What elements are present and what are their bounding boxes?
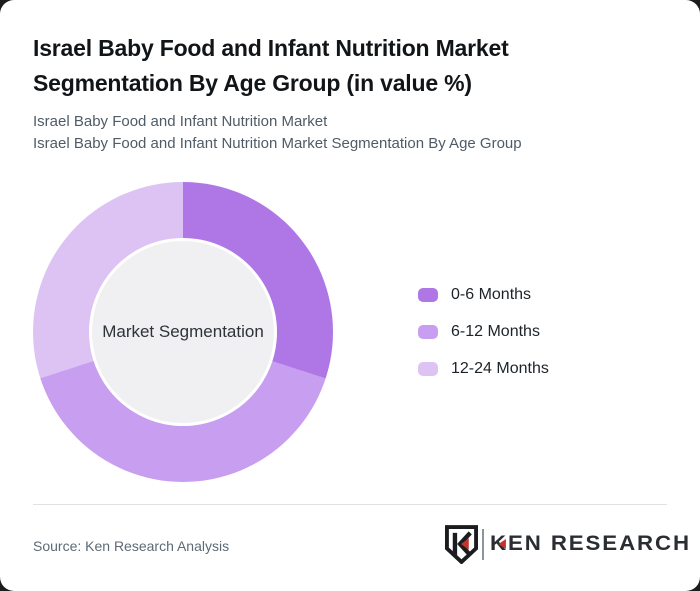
legend-item-6-12-months: 6-12 Months xyxy=(418,323,549,341)
chart-subtitle: Israel Baby Food and Infant Nutrition Ma… xyxy=(33,111,663,155)
source-text: Source: Ken Research Analysis xyxy=(33,538,230,554)
ken-research-logo: KEN RESEARCH xyxy=(445,523,689,565)
page-title: Israel Baby Food and Infant Nutrition Ma… xyxy=(33,31,663,101)
brand-wordmark: KEN RESEARCH xyxy=(490,532,691,556)
logo-divider xyxy=(482,528,484,560)
page-title-line-1: Israel Baby Food and Infant Nutrition Ma… xyxy=(33,35,509,61)
legend-item-12-24-months: 12-24 Months xyxy=(418,360,549,378)
donut-chart: Market Segmentation xyxy=(33,182,333,482)
legend-swatch-icon xyxy=(418,362,438,376)
legend-label: 12-24 Months xyxy=(451,360,549,377)
donut-center-label: Market Segmentation xyxy=(92,241,274,423)
page-title-line-2: Segmentation By Age Group (in value %) xyxy=(33,70,472,96)
footer-divider xyxy=(33,504,667,505)
legend-swatch-icon xyxy=(418,288,438,302)
chart-subtitle-line-2: Israel Baby Food and Infant Nutrition Ma… xyxy=(33,135,522,152)
brand-name: KEN RESEARCH xyxy=(490,532,692,555)
legend-swatch-icon xyxy=(418,325,438,339)
ken-research-shield-icon xyxy=(445,524,478,564)
chart-legend: 0-6 Months 6-12 Months 12-24 Months xyxy=(418,286,549,397)
legend-label: 0-6 Months xyxy=(451,286,532,303)
legend-item-0-6-months: 0-6 Months xyxy=(418,286,549,304)
chart-subtitle-line-1: Israel Baby Food and Infant Nutrition Ma… xyxy=(33,113,328,130)
brand-k-red-triangle-icon xyxy=(498,539,506,549)
legend-label: 6-12 Months xyxy=(451,323,540,340)
